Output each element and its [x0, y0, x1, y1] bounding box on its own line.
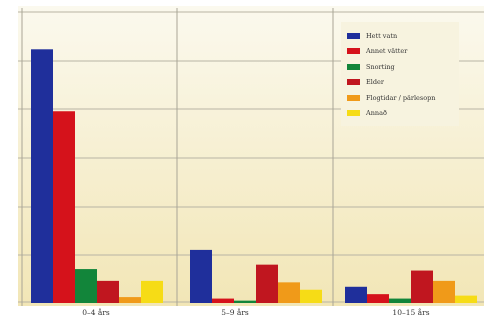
legend-label: Elder [366, 78, 384, 87]
bar [119, 297, 141, 303]
x-tick-label: 10–15 års [392, 308, 429, 317]
bar [31, 49, 53, 303]
bar [411, 270, 433, 303]
bar [97, 280, 119, 303]
legend-swatch [347, 48, 360, 55]
x-tick-labels: 0–4 års 5–9 års 10–15 års [82, 308, 430, 317]
legend-swatch [347, 94, 360, 101]
legend-item: Elder [347, 75, 453, 91]
legend-item: Hett vatn [347, 28, 453, 44]
legend-swatch [347, 63, 360, 70]
bar [345, 286, 367, 303]
legend-label: Hett vatn [366, 31, 398, 40]
legend-item: Annet vätter [347, 44, 453, 60]
legend-item: Snorting [347, 59, 453, 75]
legend-item: Annað [347, 106, 453, 122]
legend-item: Flogtidar / pärlesopn [347, 90, 453, 106]
legend-label: Annet vätter [366, 47, 408, 56]
bars [31, 49, 477, 303]
bar [300, 289, 322, 303]
bar [141, 280, 163, 303]
x-tick-label: 5–9 års [221, 308, 249, 317]
bar [75, 269, 97, 303]
legend-swatch [347, 79, 360, 86]
bar [367, 294, 389, 303]
bar [455, 295, 477, 303]
legend-swatch [347, 110, 360, 117]
bar [389, 298, 411, 303]
legend-swatch [347, 32, 360, 39]
bar [234, 300, 256, 303]
bar [212, 298, 234, 303]
bar [433, 280, 455, 303]
bar [278, 282, 300, 303]
bar [256, 264, 278, 303]
x-tick-label: 0–4 års [82, 308, 110, 317]
bar [190, 249, 212, 303]
legend-label: Annað [366, 109, 387, 118]
legend: Hett vatn Annet vätter Snorting Elder Fl… [341, 22, 459, 126]
bar [53, 111, 75, 303]
legend-label: Snorting [366, 62, 395, 71]
legend-label: Flogtidar / pärlesopn [366, 93, 436, 102]
